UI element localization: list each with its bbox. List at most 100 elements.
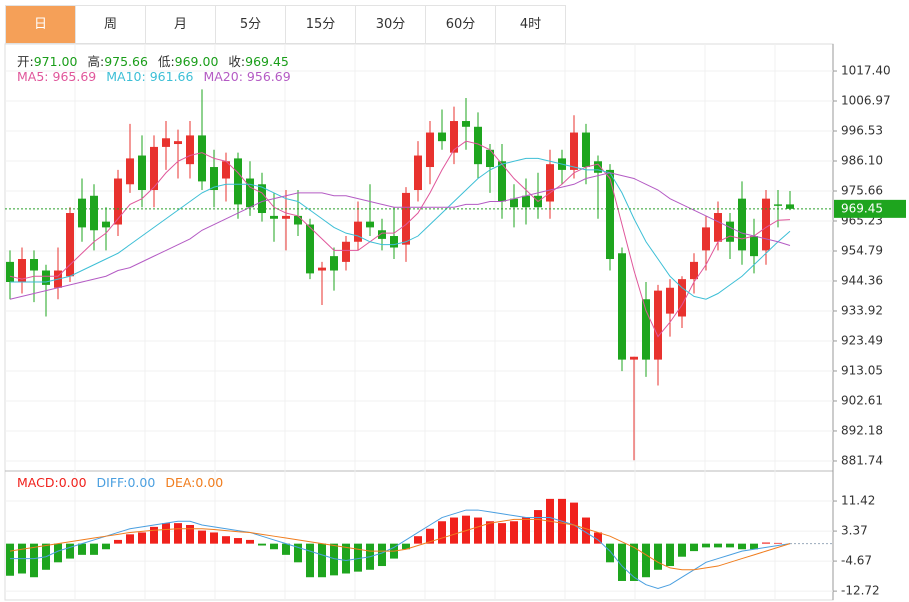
candle-body (210, 167, 218, 191)
macd-bar (474, 517, 482, 544)
ohlc-legend: 开:971.00 高:975.66 低:969.00 收:969.45 (17, 51, 299, 70)
series-line (10, 509, 791, 589)
legend-item: DIFF:0.00 (97, 475, 156, 490)
macd-bar (186, 524, 194, 544)
macd-bar (378, 543, 386, 567)
y-tick-label: 1017.40 (841, 64, 891, 78)
macd-bar (78, 543, 86, 555)
y-tick-label: 996.53 (841, 124, 883, 138)
macd-bar (654, 543, 662, 570)
y-tick-label: 1006.97 (841, 94, 891, 108)
period-tab[interactable]: 30分 (356, 6, 426, 43)
ohlc-name: 低: (157, 54, 175, 69)
candle-body (270, 215, 278, 219)
macd-bar (150, 526, 158, 544)
macd-bar (750, 543, 758, 550)
ma-legend: MA5: 965.69 MA10: 961.66 MA20: 956.69 (17, 69, 301, 84)
macd-bar (414, 536, 422, 544)
macd-bar (330, 543, 338, 576)
candle-body (330, 256, 338, 271)
candle-body (678, 279, 686, 317)
macd-bar (534, 510, 542, 544)
ohlc-name: 收: (228, 54, 246, 69)
macd-bar (642, 543, 650, 578)
y-tick-label: 944.36 (841, 273, 883, 287)
period-tab[interactable]: 日 (6, 6, 76, 43)
candle-body (6, 261, 14, 283)
ohlc-name: 高: (87, 54, 105, 69)
candle-body (774, 204, 782, 206)
candle-body (750, 236, 758, 257)
macd-bar (318, 543, 326, 578)
legend-name: MACD: (17, 475, 59, 490)
candle-body (786, 204, 794, 209)
candle-body (582, 132, 590, 168)
last-price-label: 969.45 (841, 201, 883, 215)
macd-bar (762, 542, 770, 544)
candle-body (486, 149, 494, 168)
legend-value: 965.69 (52, 69, 97, 84)
y-tick-label: 913.05 (841, 363, 883, 377)
period-tab[interactable]: 5分 (216, 6, 286, 43)
macd-bar (486, 521, 494, 544)
candle-body (654, 290, 662, 360)
series-line (9, 518, 791, 571)
candle-body (762, 198, 770, 251)
candle-body (294, 215, 302, 225)
candle-body (78, 198, 86, 228)
candle-body (702, 227, 710, 251)
candle-body (378, 230, 386, 239)
series-line (9, 140, 791, 338)
macd-bar (114, 539, 122, 544)
ohlc-item: 低:969.00 (158, 54, 218, 69)
macd-bar (198, 530, 206, 544)
period-tab[interactable]: 周 (76, 6, 146, 43)
macd-bar (714, 543, 722, 548)
candle-body (18, 259, 26, 283)
legend-name: DEA: (165, 475, 196, 490)
legend-name: MA5: (17, 69, 49, 84)
macd-bar (570, 502, 578, 544)
macd-bar (666, 543, 674, 567)
macd-bar (630, 543, 638, 581)
candle-body (222, 161, 230, 179)
period-tab[interactable]: 60分 (426, 6, 496, 43)
period-tab[interactable]: 4时 (496, 6, 566, 43)
period-tab[interactable]: 15分 (286, 6, 356, 43)
macd-bar (222, 536, 230, 544)
macd-bar (702, 543, 710, 548)
ohlc-value: 971.00 (33, 54, 78, 69)
candle-body (354, 221, 362, 242)
candle-body (522, 195, 530, 208)
candle-body (126, 158, 134, 185)
macd-bar (726, 543, 734, 548)
macd-bar (138, 532, 146, 544)
macd-bar (738, 543, 746, 550)
y-tick-label: 892.18 (841, 423, 883, 437)
period-tab[interactable]: 月 (146, 6, 216, 43)
y-tick-label: 3.37 (841, 524, 868, 538)
candle-body (366, 221, 374, 228)
candle-body (234, 158, 242, 205)
macd-bar (618, 543, 626, 581)
candle-body (666, 287, 674, 314)
macd-bar (606, 543, 614, 563)
candle-body (258, 184, 266, 214)
candle-body (450, 121, 458, 153)
macd-bar (594, 532, 602, 544)
y-tick-label: -4.67 (841, 554, 872, 568)
ohlc-value: 969.00 (174, 54, 219, 69)
y-tick-label: -12.72 (841, 584, 880, 598)
macd-bar (162, 523, 170, 544)
macd-bar (510, 521, 518, 544)
macd-bar (354, 543, 362, 572)
candle-body (594, 161, 602, 173)
macd-bar (342, 543, 350, 574)
macd-bar (450, 517, 458, 544)
y-tick-label: 986.10 (841, 153, 883, 167)
candle-body (426, 132, 434, 168)
macd-bar (258, 543, 266, 546)
candle-body (474, 126, 482, 165)
candle-body (306, 224, 314, 274)
